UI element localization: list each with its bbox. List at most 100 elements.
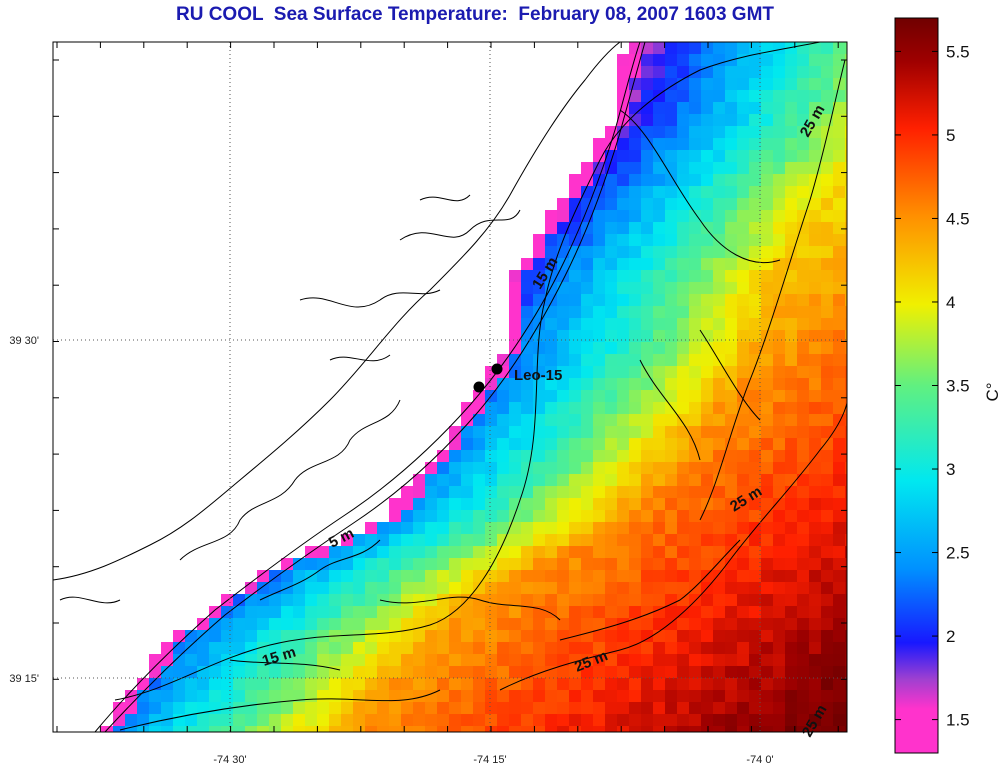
sst-cell (749, 486, 762, 499)
sst-cell (713, 618, 726, 631)
sst-cell (617, 546, 630, 559)
sst-cell (845, 102, 847, 115)
sst-cell (617, 162, 630, 175)
colorbar-ticks: 1.522.533.544.555.5 (895, 42, 970, 730)
sst-cell (461, 462, 474, 475)
sst-cell (629, 330, 642, 343)
sst-cell (665, 726, 678, 732)
sst-cell (533, 654, 546, 667)
sst-cell (809, 426, 822, 439)
sst-cell (761, 414, 774, 427)
sst-cell (725, 258, 738, 271)
sst-cell (761, 474, 774, 487)
sst-cell (473, 498, 486, 511)
sst-cell (545, 570, 558, 583)
sst-cell (761, 234, 774, 247)
sst-cell (605, 198, 618, 211)
sst-cell (809, 150, 822, 163)
sst-cell (617, 498, 630, 511)
sst-cell (677, 54, 690, 67)
sst-cell (821, 678, 834, 691)
sst-cell (821, 342, 834, 355)
sst-cell (665, 210, 678, 223)
sst-cell (569, 654, 582, 667)
sst-cell (677, 462, 690, 475)
sst-cell (245, 582, 258, 595)
sst-cell (701, 294, 714, 307)
sst-cell (509, 330, 522, 343)
sst-cell (593, 438, 606, 451)
sst-cell (461, 582, 474, 595)
sst-cell (761, 618, 774, 631)
sst-cell (641, 234, 654, 247)
sst-cell (617, 570, 630, 583)
sst-cell (461, 618, 474, 631)
sst-cell (701, 138, 714, 151)
sst-cell (737, 306, 750, 319)
sst-cell (569, 342, 582, 355)
sst-cell (701, 714, 714, 727)
sst-cell (281, 678, 294, 691)
sst-cell (209, 666, 222, 679)
sst-cell (749, 42, 762, 55)
sst-cell (521, 702, 534, 715)
sst-cell (509, 390, 522, 403)
sst-cell (701, 186, 714, 199)
sst-cell (593, 498, 606, 511)
sst-cell (785, 426, 798, 439)
sst-cell (713, 246, 726, 259)
sst-cell (725, 318, 738, 331)
sst-cell (521, 690, 534, 703)
sst-cell (245, 642, 258, 655)
sst-cell (473, 522, 486, 535)
sst-cell (737, 582, 750, 595)
sst-cell (653, 438, 666, 451)
sst-cell (725, 366, 738, 379)
sst-cell (257, 702, 270, 715)
sst-cell (725, 558, 738, 571)
sst-cell (521, 294, 534, 307)
sst-cell (665, 690, 678, 703)
sst-cell (617, 54, 630, 67)
sst-cell (509, 282, 522, 295)
sst-cell (773, 414, 786, 427)
sst-cell (545, 210, 558, 223)
sst-cell (617, 354, 630, 367)
sst-cell (557, 426, 570, 439)
sst-cell (689, 618, 702, 631)
sst-cell (665, 606, 678, 619)
sst-cell (545, 234, 558, 247)
sst-cell (545, 426, 558, 439)
sst-cell (653, 354, 666, 367)
sst-cell (545, 318, 558, 331)
sst-cell (449, 582, 462, 595)
sst-cell (605, 186, 618, 199)
sst-cell (809, 714, 822, 727)
sst-cell (677, 582, 690, 595)
sst-cell (689, 42, 702, 55)
sst-cell (833, 378, 846, 391)
sst-cell (833, 246, 846, 259)
sst-cell (281, 666, 294, 679)
sst-cell (749, 162, 762, 175)
sst-cell (737, 414, 750, 427)
sst-cell (401, 726, 414, 732)
sst-cell (689, 498, 702, 511)
sst-cell (197, 642, 210, 655)
sst-cell (209, 690, 222, 703)
lon-tick-label-3: -74 0' (746, 754, 773, 766)
sst-cell (629, 486, 642, 499)
sst-cell (809, 366, 822, 379)
sst-cell (629, 306, 642, 319)
sst-cell (569, 582, 582, 595)
sst-cell (605, 450, 618, 463)
sst-cell (845, 318, 847, 331)
sst-cell (581, 450, 594, 463)
sst-cell (593, 570, 606, 583)
sst-cell (533, 486, 546, 499)
sst-cell (269, 726, 282, 732)
sst-cell (353, 666, 366, 679)
sst-cell (845, 654, 847, 667)
sst-cell (641, 690, 654, 703)
sst-cell (689, 726, 702, 732)
